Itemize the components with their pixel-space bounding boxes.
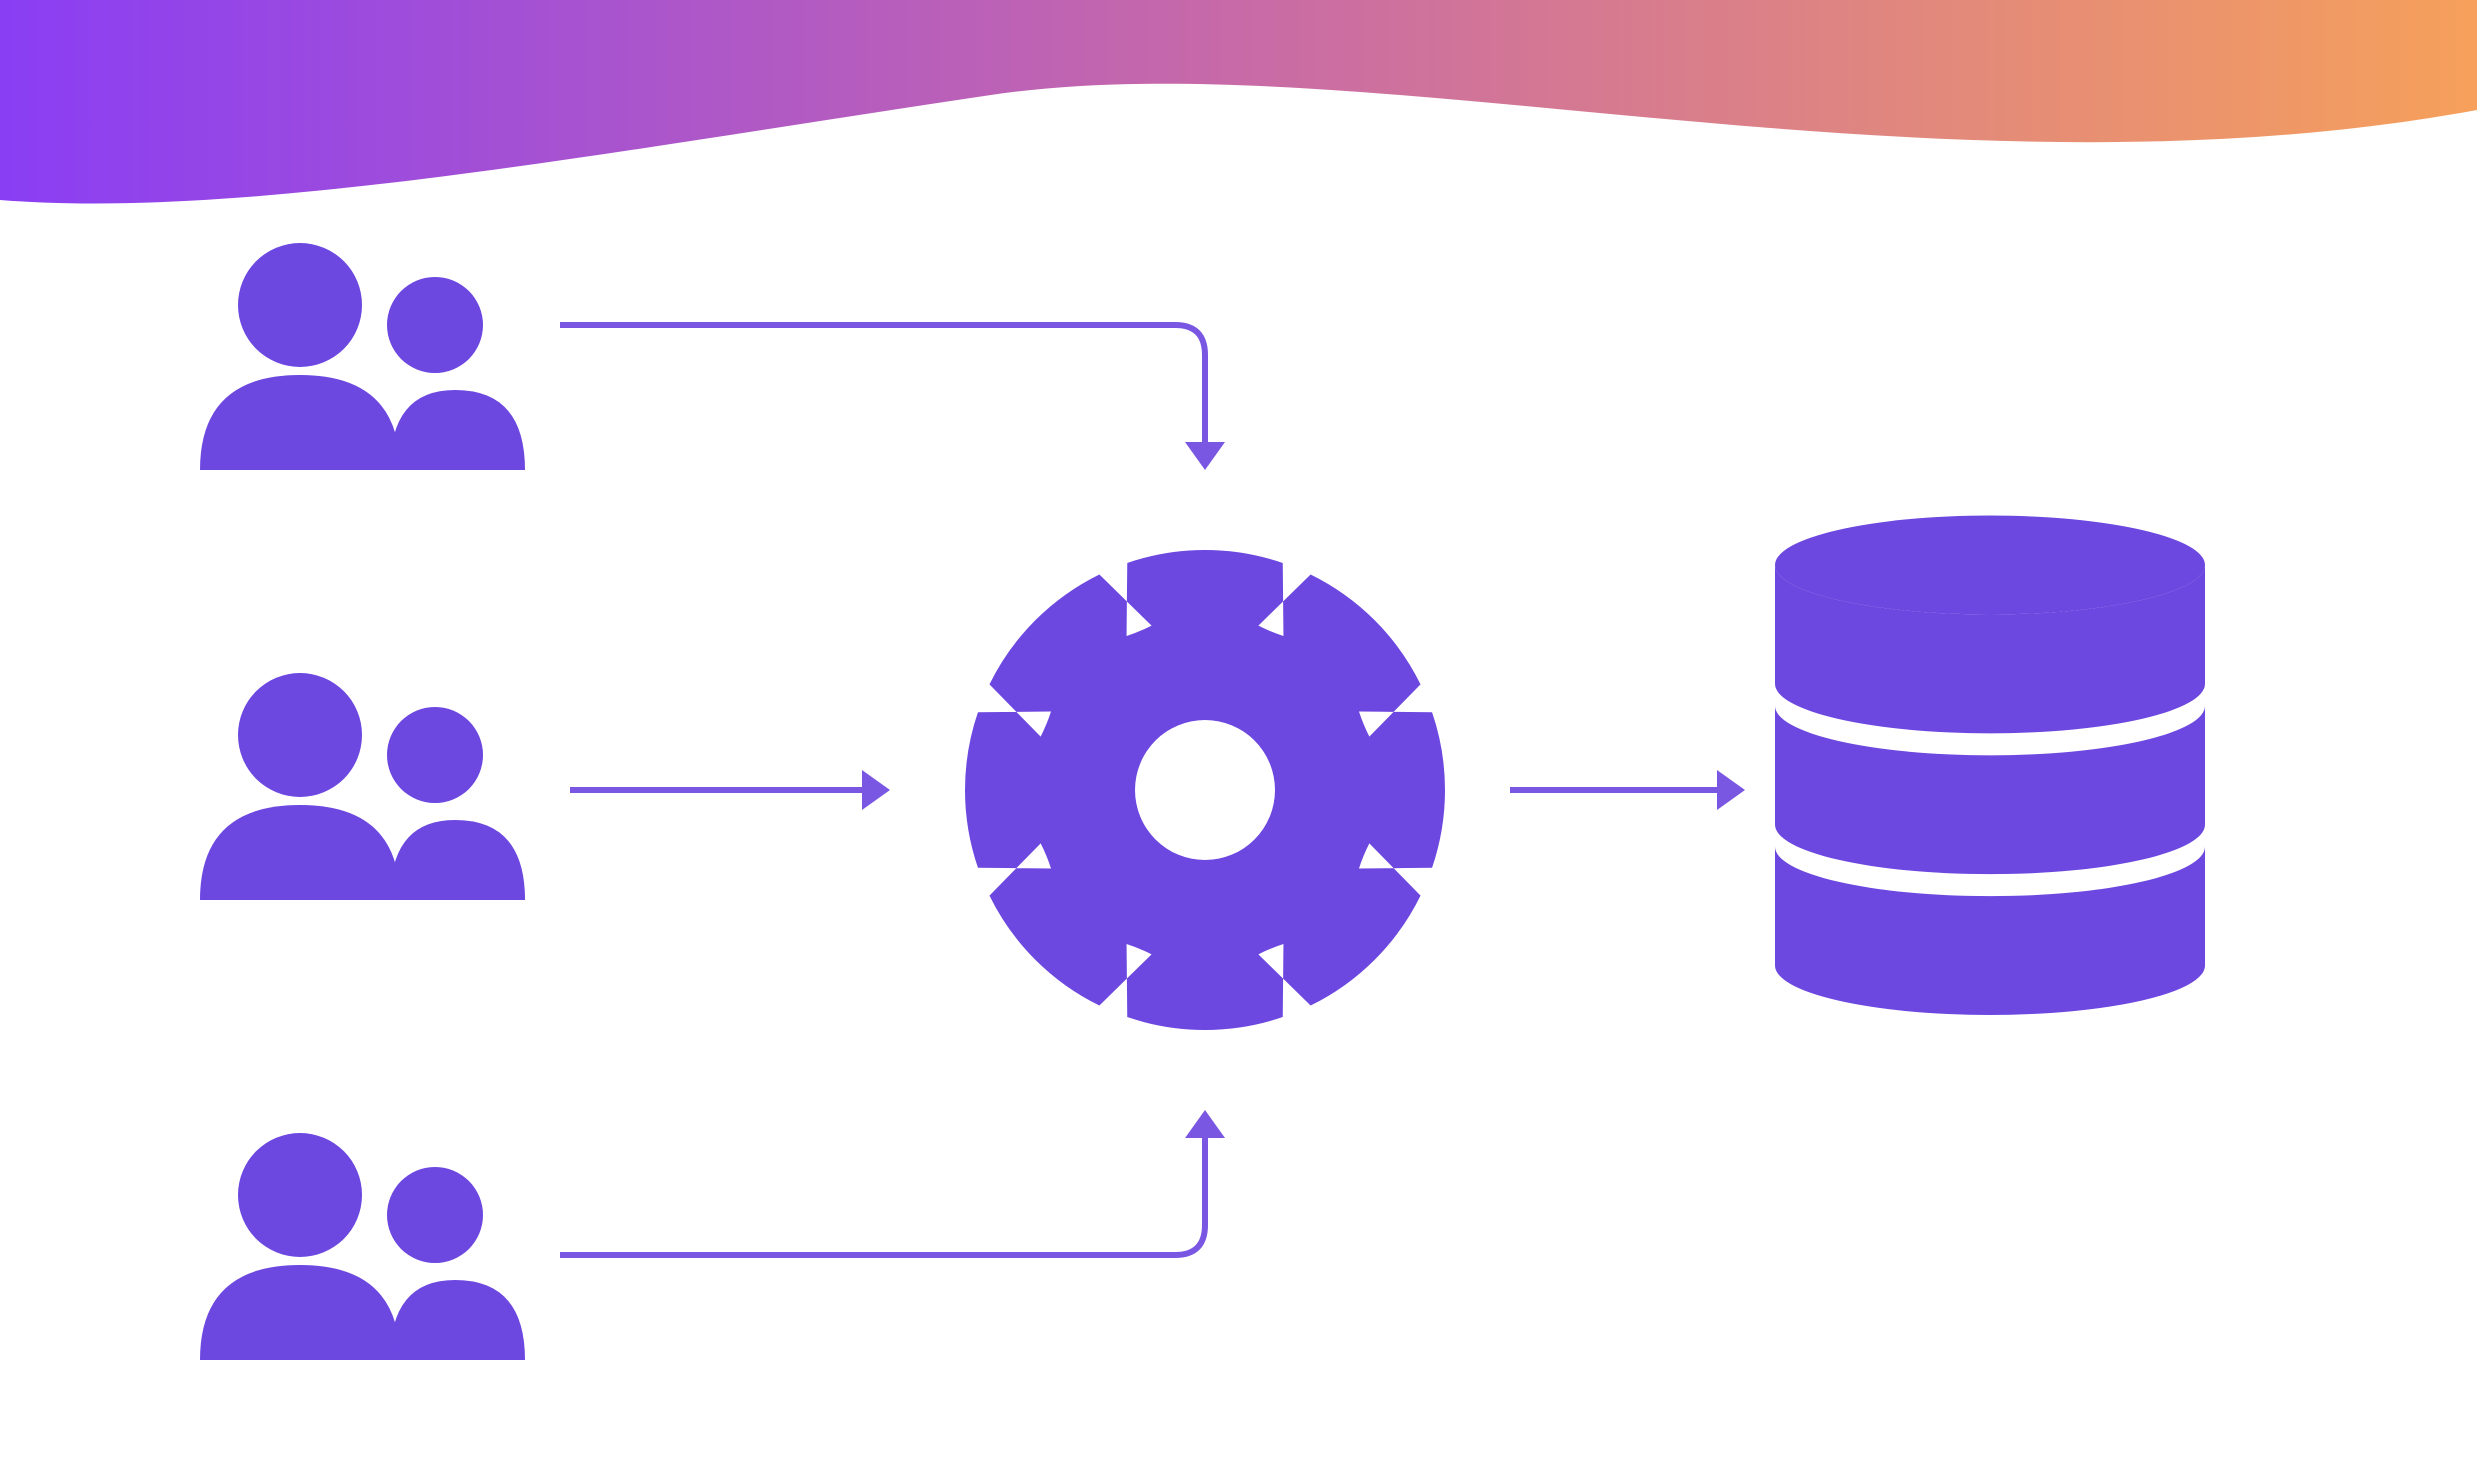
users-middle-icon <box>200 673 525 900</box>
arrow-users-top-to-gear <box>560 325 1205 442</box>
diagram-canvas <box>0 0 2477 1481</box>
gear-icon <box>965 550 1445 1030</box>
users-bottom-icon <box>200 1133 525 1360</box>
gradient-banner <box>0 0 2477 203</box>
users-top-icon <box>200 243 525 470</box>
database-icon <box>1775 516 2205 1016</box>
arrow-users-bottom-to-gear <box>560 1138 1205 1255</box>
